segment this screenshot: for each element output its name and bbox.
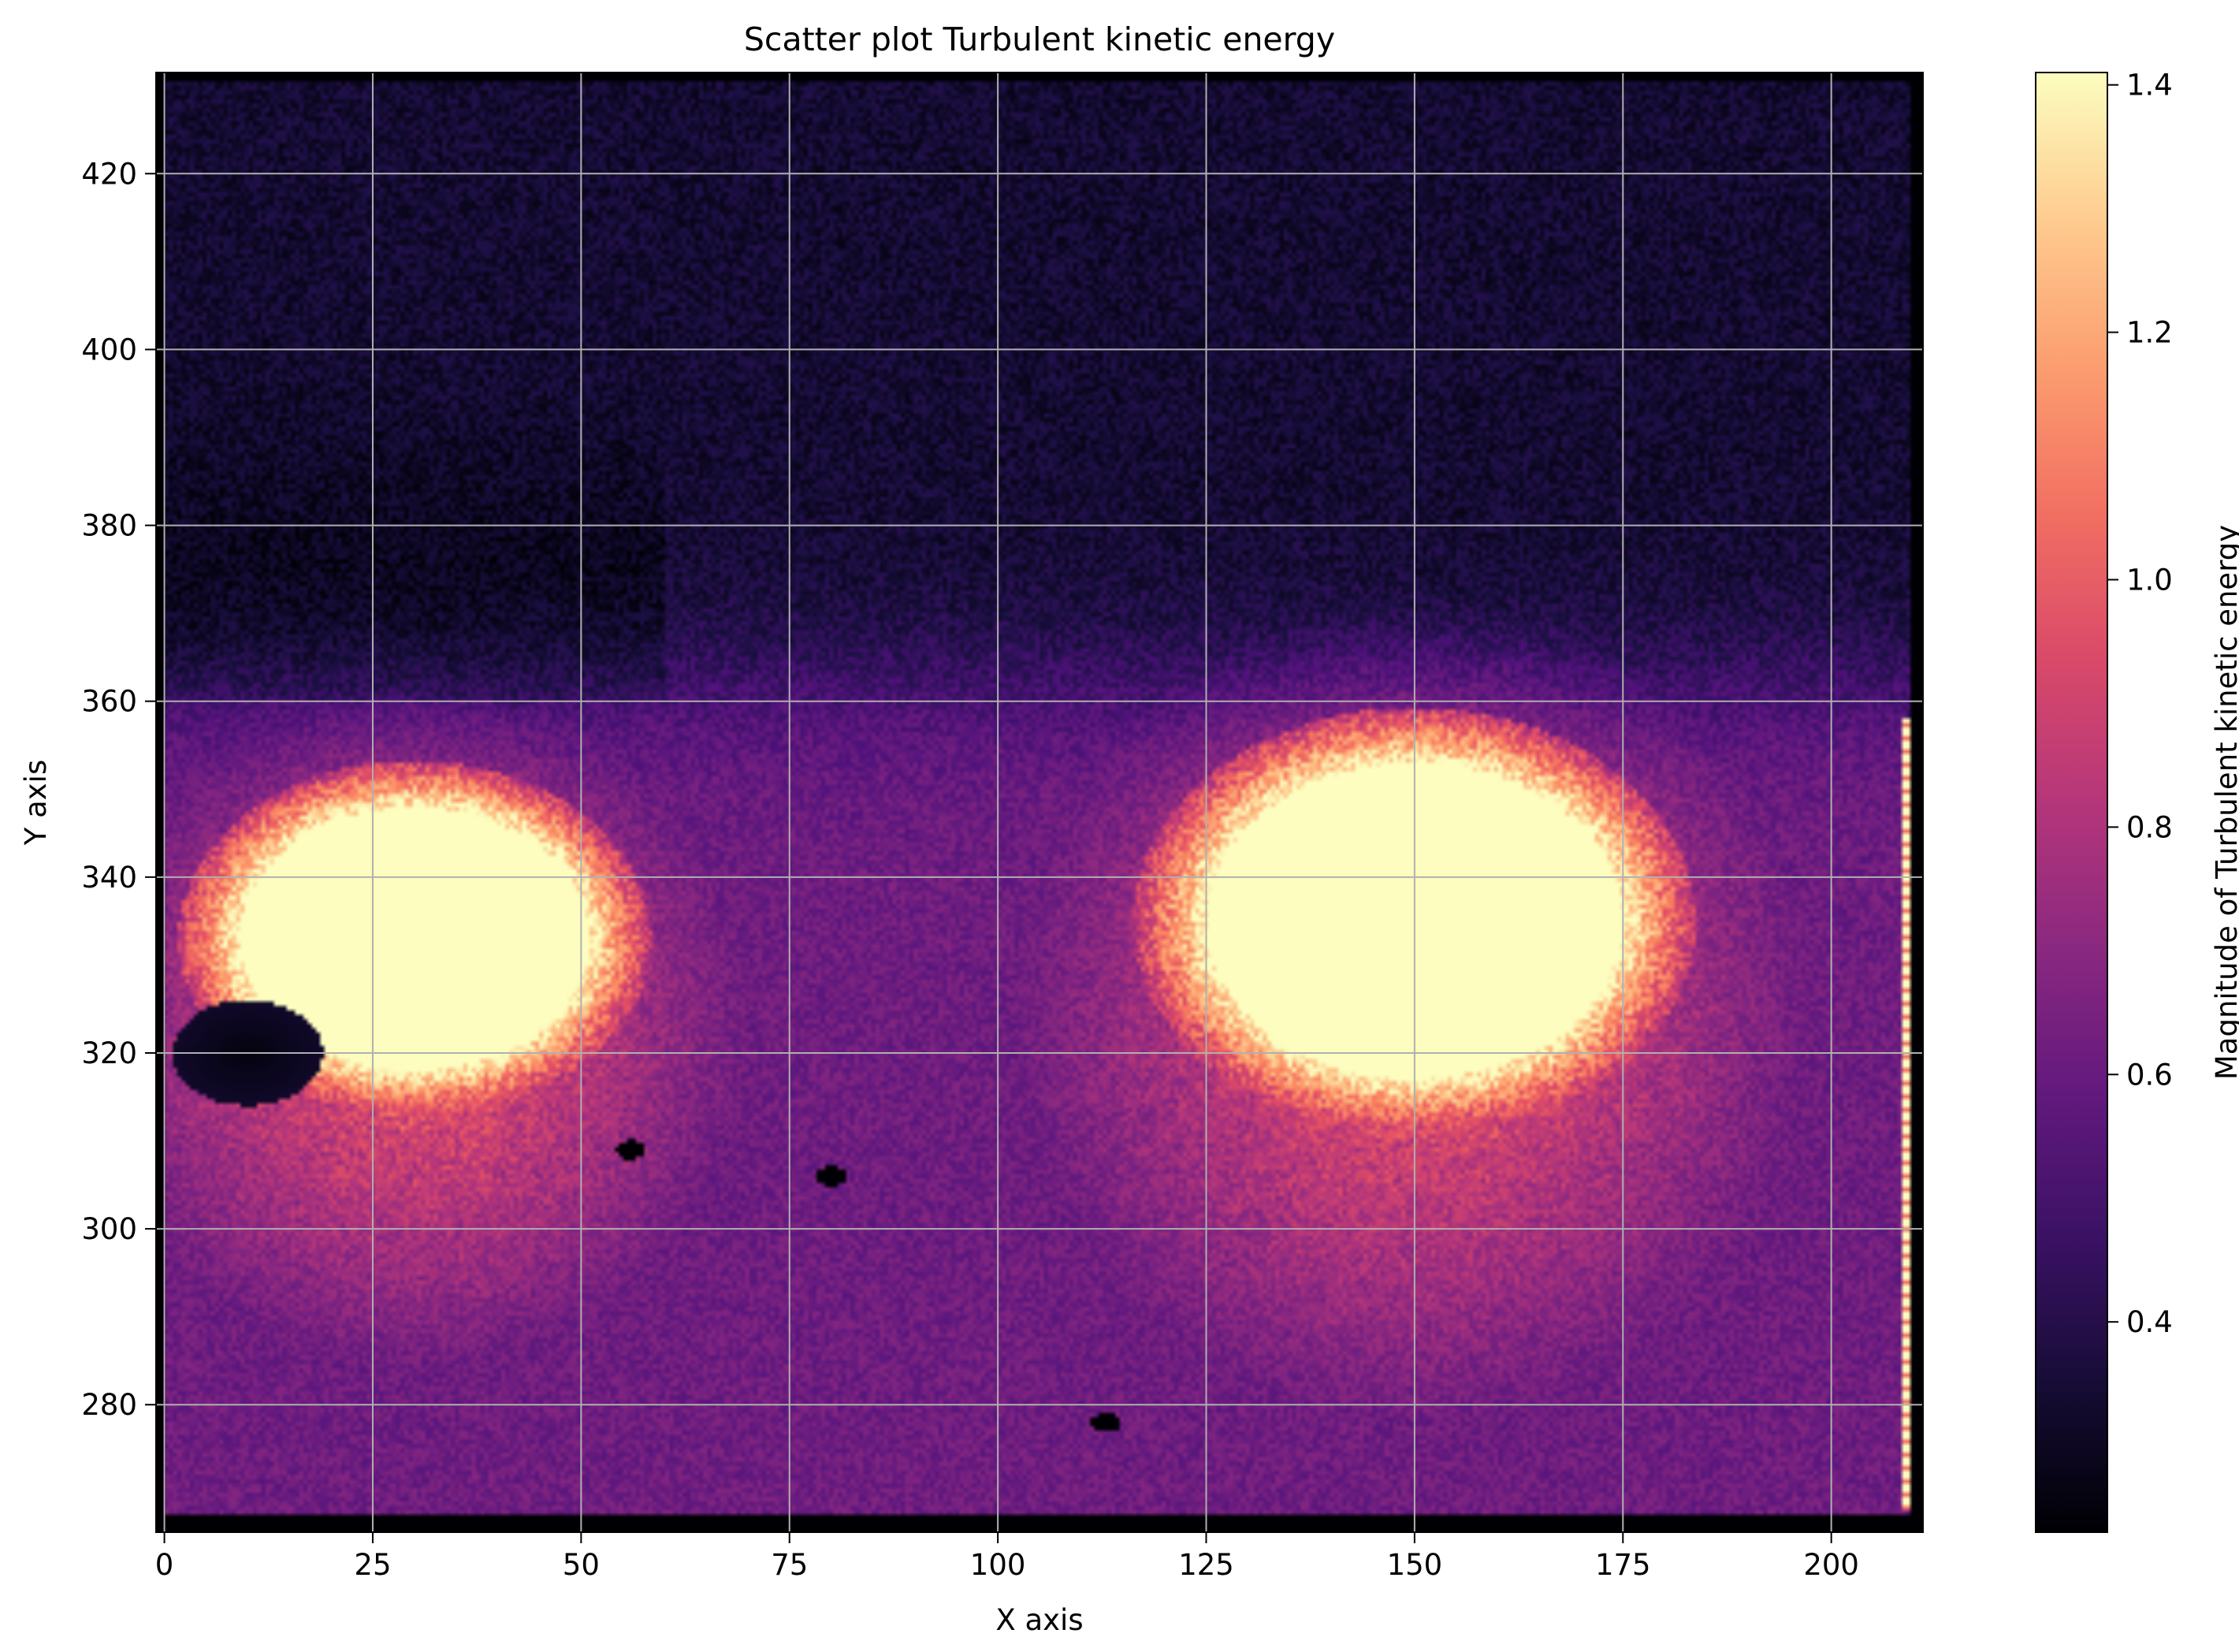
y-axis-ticks: 280 300 320 340 360 380 400 420 [81, 157, 156, 1422]
heatmap-image [156, 73, 1923, 1532]
x-tick-label: 125 [1178, 1548, 1234, 1582]
colorbar-tick-label: 1.2 [2126, 316, 2173, 350]
y-tick-label: 340 [81, 861, 137, 895]
colorbar-tick-label: 0.4 [2126, 1305, 2173, 1339]
chart-title: Scatter plot Turbulent kinetic energy [744, 20, 1335, 58]
colorbar-tick-label: 1.0 [2126, 563, 2173, 597]
y-tick-label: 420 [81, 157, 137, 191]
colorbar-tick-label: 0.6 [2126, 1058, 2173, 1092]
plot-frame [155, 72, 1924, 1533]
colorbar-label: Magnitude of Turbulent kinetic energy [2210, 525, 2239, 1080]
x-axis-ticks: 0 25 50 75 100 125 150 175 200 [155, 1532, 1859, 1582]
colorbar-frame [2035, 72, 2108, 1533]
colorbar-tick-label: 0.8 [2126, 810, 2173, 844]
x-tick-label: 25 [354, 1548, 391, 1582]
y-axis-label: Y axis [19, 760, 53, 846]
y-tick-label: 320 [81, 1036, 137, 1070]
x-tick-label: 175 [1595, 1548, 1651, 1582]
x-tick-label: 100 [970, 1548, 1026, 1582]
x-tick-label: 200 [1803, 1548, 1859, 1582]
x-axis-label: X axis [995, 1603, 1083, 1637]
x-tick-label: 50 [563, 1548, 600, 1582]
y-tick-label: 300 [81, 1212, 137, 1246]
colorbar: 0.4 0.6 0.8 1.0 1.2 1.4 Magnitude of Turbulen… [2035, 69, 2239, 1533]
x-tick-label: 0 [155, 1548, 174, 1582]
colorbar-tick-label: 1.4 [2126, 69, 2173, 102]
colorbar-gradient [2036, 73, 2107, 1532]
grid-lines [156, 73, 1923, 1532]
y-tick-label: 400 [81, 333, 137, 366]
x-tick-label: 75 [771, 1548, 808, 1582]
x-tick-label: 150 [1387, 1548, 1443, 1582]
y-tick-label: 360 [81, 685, 137, 719]
plot-area [155, 72, 1924, 1533]
y-tick-label: 380 [81, 509, 137, 543]
colorbar-ticks: 0.4 0.6 0.8 1.0 1.2 1.4 [2107, 69, 2173, 1339]
y-tick-label: 280 [81, 1388, 137, 1422]
